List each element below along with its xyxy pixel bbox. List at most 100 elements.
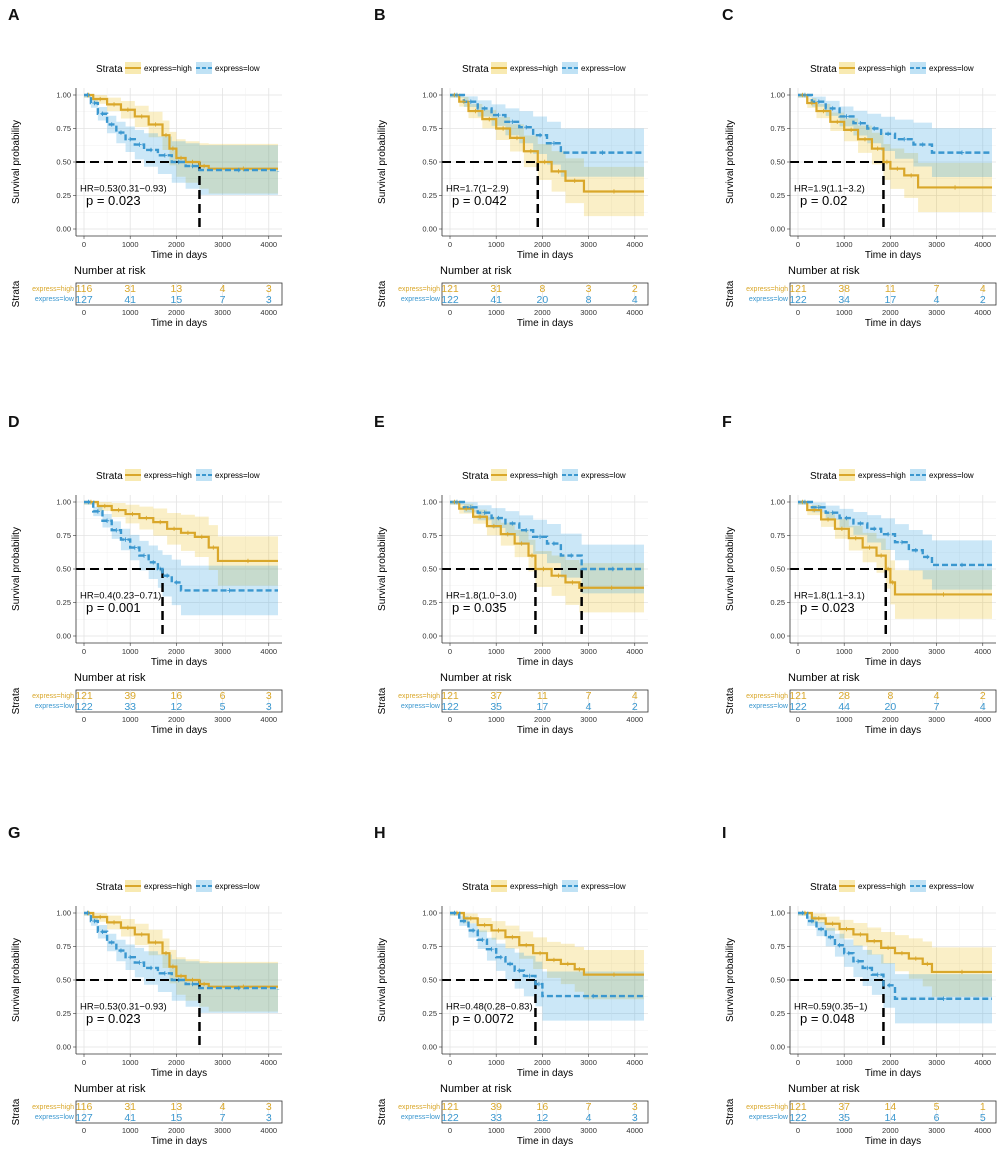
censor-mark-low: [452, 910, 457, 916]
risk-count-high: 37: [490, 690, 502, 702]
censor-mark-high: [885, 566, 891, 572]
y-tick-label: 0.75: [56, 942, 71, 951]
risk-count-high: 6: [220, 690, 226, 702]
y-tick-label: 0.25: [770, 598, 785, 607]
legend-label-low: express=low: [215, 64, 260, 73]
curve-low: [450, 500, 644, 571]
censor-mark-low: [809, 918, 815, 924]
censor-mark-high: [170, 146, 176, 151]
risk-table-frame: [441, 282, 649, 306]
panel-letter: I: [722, 825, 726, 842]
panel-letter: B: [374, 7, 386, 24]
y-tick-label: 0.50: [56, 976, 71, 985]
risk-table: Number at risk express=high express=low Str…: [377, 672, 649, 736]
censor-mark-low: [551, 541, 557, 546]
censor-mark-low: [855, 959, 861, 964]
hazard-ratio-label: HR=0.53(0.31−0.93): [80, 1001, 167, 1012]
censor-mark-high: [952, 185, 958, 190]
x-axis-title: Time in days: [865, 657, 921, 668]
risk-x-tick-label: 1000: [122, 715, 139, 724]
p-value-label: p = 0.042: [452, 193, 507, 208]
y-tick-label: 0.00: [422, 1043, 437, 1052]
risk-count-low: 5: [220, 701, 226, 713]
censor-mark-low: [236, 167, 241, 173]
risk-count-high: 7: [586, 690, 592, 702]
risk-count-high: 4: [220, 1101, 226, 1113]
censor-mark-low: [100, 929, 105, 934]
risk-count-low: 4: [586, 1112, 592, 1124]
legend-label-low: express=low: [929, 64, 974, 73]
legend: Strata express=high express=low: [462, 469, 626, 482]
risk-count-low: 20: [537, 294, 549, 306]
censor-mark-high: [482, 922, 487, 928]
risk-x-axis-title: Time in days: [151, 1136, 207, 1147]
risk-count-low: 12: [537, 1112, 549, 1124]
y-tick-label: 1.00: [770, 498, 785, 507]
risk-count-high: 13: [171, 283, 183, 295]
risk-count-low: 34: [838, 294, 850, 306]
risk-y-title: Strata: [11, 280, 22, 307]
panel-letter: G: [8, 825, 20, 842]
censor-mark-high: [541, 566, 546, 572]
y-tick-label: 1.00: [770, 91, 785, 100]
censor-mark-low: [507, 961, 513, 967]
x-tick-label: 4000: [260, 1058, 277, 1067]
x-tick-label: 1000: [488, 240, 505, 249]
risk-x-tick-label: 3000: [928, 1126, 945, 1135]
risk-x-tick-label: 0: [796, 1126, 800, 1135]
legend-title: Strata: [462, 471, 489, 482]
x-tick-label: 0: [82, 240, 86, 249]
y-tick-label: 0.25: [422, 598, 437, 607]
legend: Strata express=high express=low: [810, 469, 974, 482]
risk-count-low: 3: [266, 701, 272, 713]
censor-mark-high: [185, 530, 191, 536]
grid: [442, 88, 648, 236]
legend-title: Strata: [96, 64, 123, 75]
risk-count-low: 7: [220, 1112, 226, 1124]
risk-count-high: 3: [632, 1101, 638, 1113]
curve-high: [84, 93, 278, 170]
censor-mark-high: [97, 96, 103, 102]
risk-count-high: 1: [980, 1101, 986, 1113]
x-tick-label: 0: [448, 647, 452, 656]
p-value-label: p = 0.0072: [452, 1011, 514, 1026]
censor-mark-low: [872, 526, 877, 531]
censor-mark-low: [902, 137, 907, 142]
censor-mark-high: [925, 961, 930, 967]
censor-mark-low: [137, 142, 142, 147]
risk-row-label-low: express=low: [401, 296, 441, 303]
censor-mark-high: [97, 914, 103, 920]
risk-count-high: 5: [934, 1101, 940, 1113]
legend-title: Strata: [810, 882, 837, 893]
risk-count-low: 17: [537, 701, 549, 713]
risk-count-high: 4: [220, 283, 226, 295]
censor-mark-high: [853, 535, 858, 541]
risk-count-low: 41: [124, 1112, 136, 1124]
risk-count-high: 39: [124, 690, 136, 702]
y-tick-label: 0.75: [422, 124, 437, 133]
censor-mark-high: [941, 592, 946, 597]
censor-mark-low: [468, 99, 473, 104]
censor-mark-high: [514, 135, 520, 141]
risk-x-tick-label: 4000: [260, 1126, 277, 1135]
risk-table: Number at risk express=high express=low Str…: [725, 672, 997, 736]
panel-f: F Strata express=high express=low 0.00 0.25 0.…: [722, 414, 997, 736]
risk-count-low: 122: [441, 1112, 459, 1124]
risk-table: Number at risk express=high express=low Str…: [725, 265, 997, 329]
y-axis-title: Survival probability: [725, 120, 736, 204]
censor-mark-high: [130, 511, 135, 517]
censor-mark-high: [241, 166, 246, 171]
censor-mark-high: [178, 973, 184, 979]
censor-mark-high: [890, 580, 895, 585]
censor-mark-low: [92, 100, 97, 106]
risk-count-high: 38: [838, 283, 850, 295]
hazard-ratio-label: HR=0.48(0.28−0.83): [446, 1001, 533, 1012]
risk-count-low: 122: [441, 294, 459, 306]
risk-x-tick-label: 4000: [626, 1126, 643, 1135]
y-tick-label: 1.00: [56, 91, 71, 100]
censor-mark-low: [920, 142, 925, 147]
y-axis-title: Survival probability: [11, 120, 22, 204]
censor-mark-high: [878, 553, 884, 558]
panel-letter: E: [374, 414, 385, 431]
risk-count-high: 3: [266, 283, 272, 295]
